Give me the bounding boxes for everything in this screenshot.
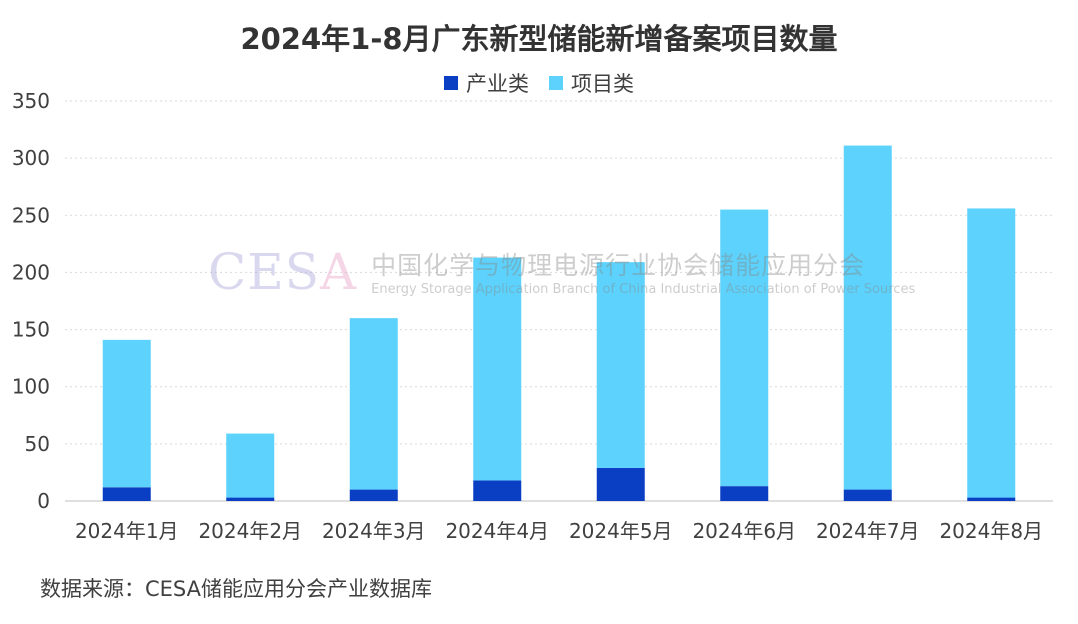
legend-label-industry: 产业类	[466, 72, 529, 96]
y-tick-label: 0	[37, 489, 50, 513]
legend-item-industry: 产业类	[444, 68, 529, 98]
chart-title: 2024年1-8月广东新型储能新增备案项目数量	[240, 22, 838, 56]
x-tick-label: 2024年3月	[322, 519, 426, 543]
y-tick-label: 150	[12, 318, 50, 342]
x-tick-label: 2024年5月	[569, 519, 673, 543]
bar-project	[596, 262, 645, 468]
legend-item-project: 项目类	[549, 68, 634, 98]
y-tick-label: 300	[12, 146, 50, 170]
legend-label-project: 项目类	[571, 72, 634, 96]
bar-industry	[473, 480, 522, 501]
data-source-note: 数据来源：CESA储能应用分会产业数据库	[40, 577, 433, 601]
y-tick-label: 250	[12, 203, 50, 227]
bar-industry	[720, 486, 769, 501]
x-tick-label: 2024年8月	[939, 519, 1043, 543]
bar-project	[720, 209, 769, 487]
bar-project	[473, 257, 522, 481]
bar-industry	[102, 487, 151, 501]
x-tick-label: 2024年2月	[198, 519, 302, 543]
x-tick-label: 2024年6月	[692, 519, 796, 543]
legend-swatch-project	[549, 76, 563, 90]
bar-project	[226, 433, 275, 498]
bar-industry	[226, 497, 275, 501]
y-tick-label: 100	[12, 375, 50, 399]
bar-industry	[967, 497, 1016, 501]
y-tick-label: 50	[25, 432, 50, 456]
x-tick-label: 2024年4月	[445, 519, 549, 543]
bar-industry	[843, 489, 892, 501]
y-tick-label: 350	[12, 89, 50, 113]
bar-project	[102, 339, 151, 488]
bar-industry	[596, 467, 645, 501]
bar-project	[967, 208, 1016, 498]
bar-project	[349, 318, 398, 490]
legend-swatch-industry	[444, 76, 458, 90]
y-tick-label: 200	[12, 260, 50, 284]
bar-project	[843, 145, 892, 490]
bar-industry	[349, 489, 398, 501]
legend: 产业类 项目类	[0, 68, 1078, 98]
x-tick-label: 2024年7月	[816, 519, 920, 543]
x-tick-label: 2024年1月	[75, 519, 179, 543]
